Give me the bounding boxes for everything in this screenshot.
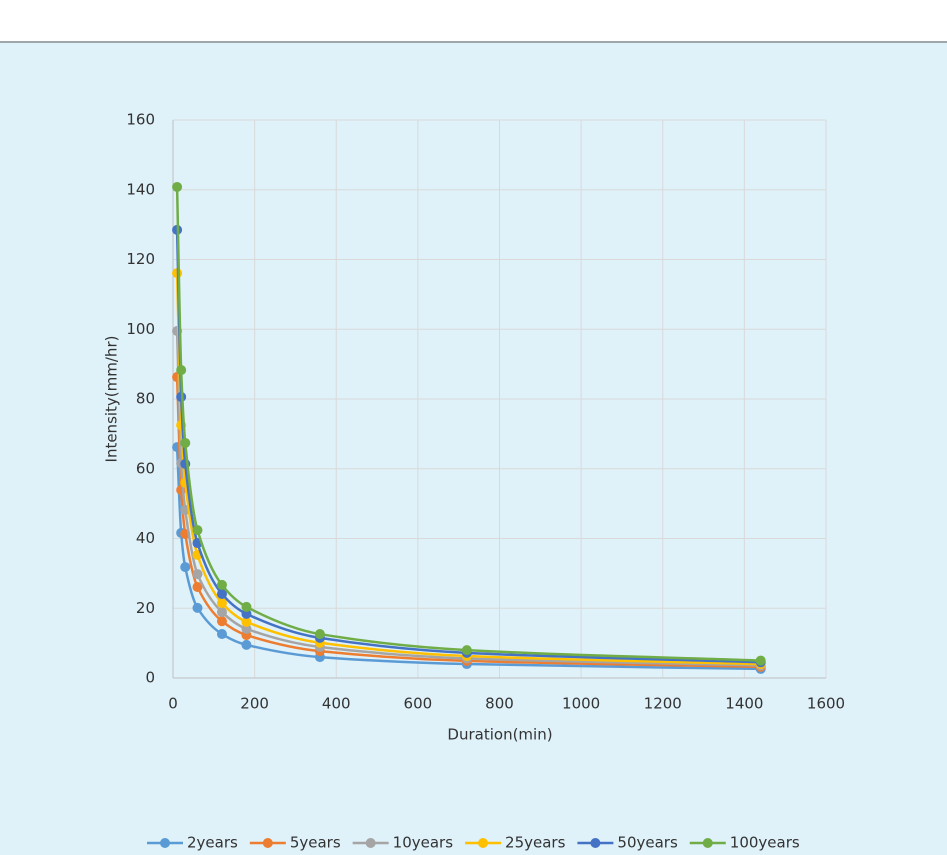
y-tick-label: 60 — [136, 459, 155, 477]
chart-background — [0, 43, 947, 855]
legend-label: 25years — [505, 834, 566, 852]
legend-label: 5years — [290, 834, 341, 852]
x-tick-label: 400 — [322, 695, 351, 713]
data-point — [216, 607, 227, 618]
legend-label: 2years — [187, 834, 238, 852]
data-point — [314, 629, 325, 640]
data-point — [216, 598, 227, 609]
x-axis-title: Duration(min) — [447, 726, 552, 744]
data-point — [180, 562, 191, 573]
series-line — [175, 447, 761, 671]
legend-marker — [262, 838, 273, 848]
data-point — [755, 655, 766, 666]
data-point — [216, 579, 227, 590]
x-tick-label: 1000 — [562, 695, 600, 713]
data-point — [216, 588, 227, 599]
legend-marker — [702, 838, 713, 848]
x-tick-label: 1400 — [725, 695, 763, 713]
data-point — [216, 629, 227, 640]
top-bar — [0, 0, 947, 42]
legend-label: 10years — [393, 834, 454, 852]
x-tick-label: 200 — [240, 695, 269, 713]
data-point — [192, 602, 203, 613]
data-point — [172, 181, 183, 192]
legend-marker — [365, 838, 376, 848]
legend-marker — [478, 838, 489, 848]
data-point — [241, 623, 252, 634]
data-point — [241, 616, 252, 627]
x-tick-label: 0 — [168, 695, 178, 713]
x-tick-label: 1200 — [644, 695, 682, 713]
legend-marker — [160, 838, 170, 848]
y-tick-label: 0 — [145, 669, 155, 687]
y-tick-label: 120 — [126, 250, 155, 268]
y-tick-label: 40 — [136, 529, 155, 547]
data-point — [176, 365, 187, 376]
legend-label: 100years — [730, 834, 800, 852]
y-tick-label: 100 — [126, 320, 155, 338]
y-tick-label: 80 — [136, 390, 155, 408]
x-tick-label: 800 — [485, 695, 514, 713]
data-point — [216, 616, 227, 627]
legend-marker — [590, 838, 601, 848]
data-point — [241, 639, 252, 650]
y-axis-title: Intensity(mm/hr) — [103, 336, 121, 463]
data-point — [180, 437, 191, 448]
series-line — [175, 186, 761, 662]
series-line — [175, 330, 761, 667]
data-point — [241, 608, 252, 619]
data-point — [192, 569, 203, 580]
x-tick-label: 600 — [404, 695, 433, 713]
data-point — [241, 601, 252, 612]
series-line — [175, 273, 761, 666]
y-tick-label: 160 — [126, 111, 155, 129]
y-tick-label: 20 — [136, 599, 155, 617]
x-tick-label: 1600 — [807, 695, 845, 713]
data-point — [192, 581, 203, 592]
data-point — [461, 645, 472, 656]
y-tick-label: 140 — [126, 180, 155, 198]
data-point — [192, 525, 203, 536]
legend-label: 50years — [617, 834, 678, 852]
